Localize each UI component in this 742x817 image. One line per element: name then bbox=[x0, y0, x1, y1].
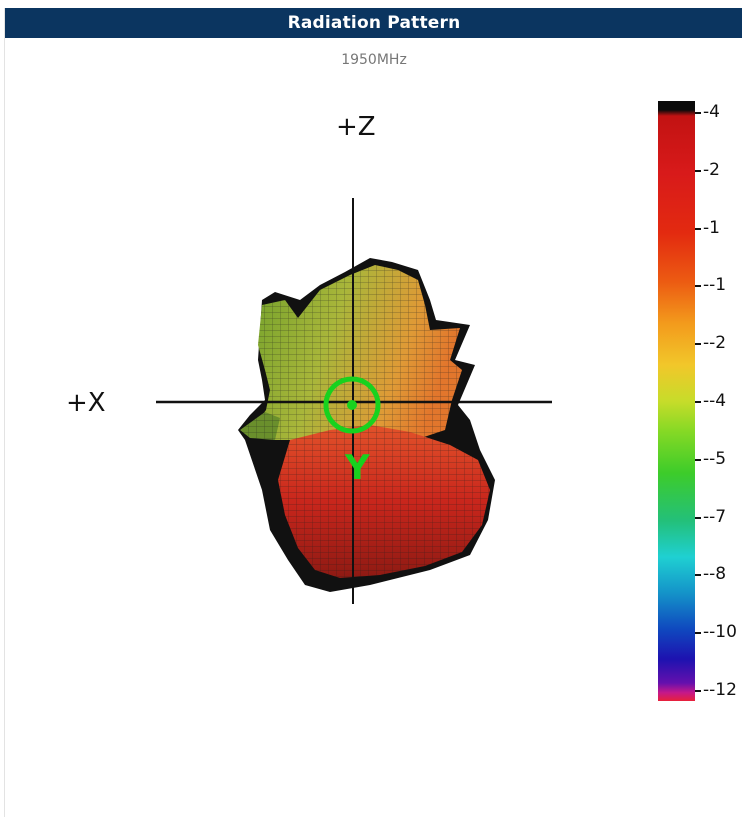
color-scale-bar bbox=[658, 101, 695, 701]
color-scale-tick-mark bbox=[695, 458, 701, 461]
color-scale-tick-label: --12 bbox=[703, 680, 737, 700]
color-scale-tick-label: --10 bbox=[703, 622, 737, 643]
color-scale-tick-label: --5 bbox=[703, 448, 727, 469]
panel-header: Radiation Pattern bbox=[5, 8, 742, 38]
y-axis-marker-ring bbox=[323, 376, 381, 434]
color-scale-tick-label: -2 bbox=[703, 159, 720, 180]
color-scale-tick-label: --1 bbox=[703, 275, 727, 296]
color-scale-tick-mark bbox=[695, 112, 701, 114]
color-scale-tick-mark bbox=[695, 401, 701, 403]
color-scale-tick-mark bbox=[695, 632, 701, 635]
color-scale-tick-mark bbox=[695, 169, 701, 172]
y-axis-label: Y bbox=[345, 448, 370, 488]
color-scale-tick-label: --2 bbox=[703, 333, 727, 354]
color-scale-tick-mark bbox=[695, 285, 701, 288]
color-scale-tick-label: --7 bbox=[703, 506, 727, 527]
color-scale-tick-mark bbox=[695, 227, 701, 230]
color-scale-tick-label: -4 bbox=[703, 102, 720, 122]
y-axis-marker-dot bbox=[347, 400, 357, 410]
color-scale: -4 -2 -1 --1 --2 --4 --5 --7 --8 --10 --12 bbox=[658, 101, 737, 701]
radiation-3d-figure bbox=[156, 198, 552, 604]
color-scale-tick-label: -1 bbox=[703, 217, 720, 238]
color-scale-tick-mark bbox=[695, 516, 701, 519]
color-scale-tick-mark bbox=[695, 574, 701, 577]
x-axis-label: +X bbox=[66, 388, 106, 418]
radiation-plot: +Z +X Y bbox=[0, 88, 740, 708]
color-scale-tick-label: --8 bbox=[703, 564, 727, 585]
frequency-label: 1950MHz bbox=[341, 52, 407, 68]
color-scale-tick-mark bbox=[695, 343, 701, 346]
z-axis-label: +Z bbox=[336, 112, 376, 142]
color-scale-tick-mark bbox=[695, 690, 701, 692]
color-scale-tick-label: --4 bbox=[703, 391, 727, 411]
